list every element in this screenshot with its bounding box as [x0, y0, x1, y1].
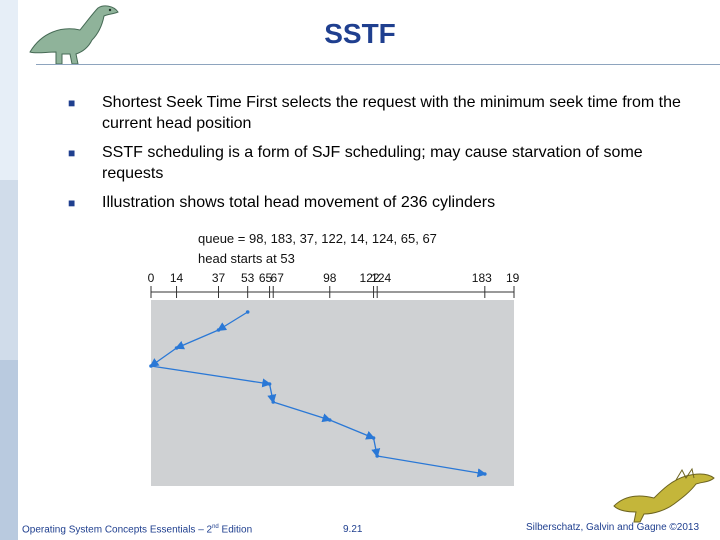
path-point	[375, 454, 379, 458]
dinosaur-logo-icon	[613, 467, 715, 523]
path-segment	[150, 365, 272, 388]
path-segment	[371, 437, 381, 458]
path-point	[149, 364, 153, 368]
path-segment	[273, 401, 332, 423]
square-bullet-icon: ■	[68, 96, 76, 110]
path-point	[327, 418, 332, 422]
left-stripe-bottom	[0, 360, 18, 540]
axis-tick-label: 183	[472, 271, 492, 285]
axis-tick-label: 0	[148, 271, 155, 285]
path-point	[216, 328, 221, 332]
path-segment	[216, 311, 249, 331]
footer-page-number: 9.21	[343, 524, 363, 535]
bullet-text: Illustration shows total head movement o…	[102, 194, 496, 211]
path-segment	[267, 383, 277, 404]
square-bullet-icon: ■	[68, 146, 76, 160]
path-segment	[377, 455, 487, 478]
path-segment	[329, 419, 376, 440]
path-point	[267, 382, 272, 386]
axis-tick-label: 65	[259, 271, 273, 285]
head-movement-path	[149, 310, 487, 478]
path-point	[483, 472, 487, 476]
path-point	[245, 310, 250, 314]
axis-tick-label: 124	[371, 271, 391, 285]
bullet-item: ■ Illustration shows total head movement…	[68, 192, 688, 213]
square-bullet-icon: ■	[68, 196, 76, 210]
axis-tick-label: 53	[241, 271, 255, 285]
sstf-diagram: queue = 98, 183, 37, 122, 14, 124, 65, 6…	[148, 231, 520, 486]
bullet-list: ■ Shortest Seek Time First selects the r…	[68, 92, 688, 221]
bullet-text: Shortest Seek Time First selects the req…	[102, 94, 681, 132]
axis-tick-label: 122	[360, 271, 380, 285]
footer-book-title: Operating System Concepts Essentials – 2…	[22, 524, 253, 536]
dinosaur-logo-icon	[29, 5, 119, 65]
bullet-item: ■ SSTF scheduling is a form of SJF sched…	[68, 142, 688, 184]
axis-tick-label: 37	[212, 271, 226, 285]
bullet-item: ■ Shortest Seek Time First selects the r…	[68, 92, 688, 134]
path-point	[271, 400, 276, 404]
plot-panel	[151, 300, 514, 486]
axis-tick-label: 199	[506, 271, 520, 285]
axis-tick-label: 14	[170, 271, 184, 285]
head-start-label: head starts at 53	[198, 251, 295, 266]
left-stripe-mid	[0, 180, 18, 360]
footer-copyright: Silberschatz, Galvin and Gagne ©2013	[526, 522, 700, 533]
path-point	[371, 436, 376, 440]
path-point	[174, 346, 179, 350]
axis-tick-label: 98	[323, 271, 337, 285]
queue-label: queue = 98, 183, 37, 122, 14, 124, 65, 6…	[198, 231, 437, 246]
bullet-text: SSTF scheduling is a form of SJF schedul…	[102, 144, 643, 182]
path-segment	[174, 329, 219, 350]
header-rule	[36, 64, 720, 65]
left-stripe-top	[0, 0, 18, 180]
path-segment	[149, 347, 177, 368]
slide-title: SSTF	[324, 18, 396, 49]
axis-tick-label: 67	[271, 271, 285, 285]
